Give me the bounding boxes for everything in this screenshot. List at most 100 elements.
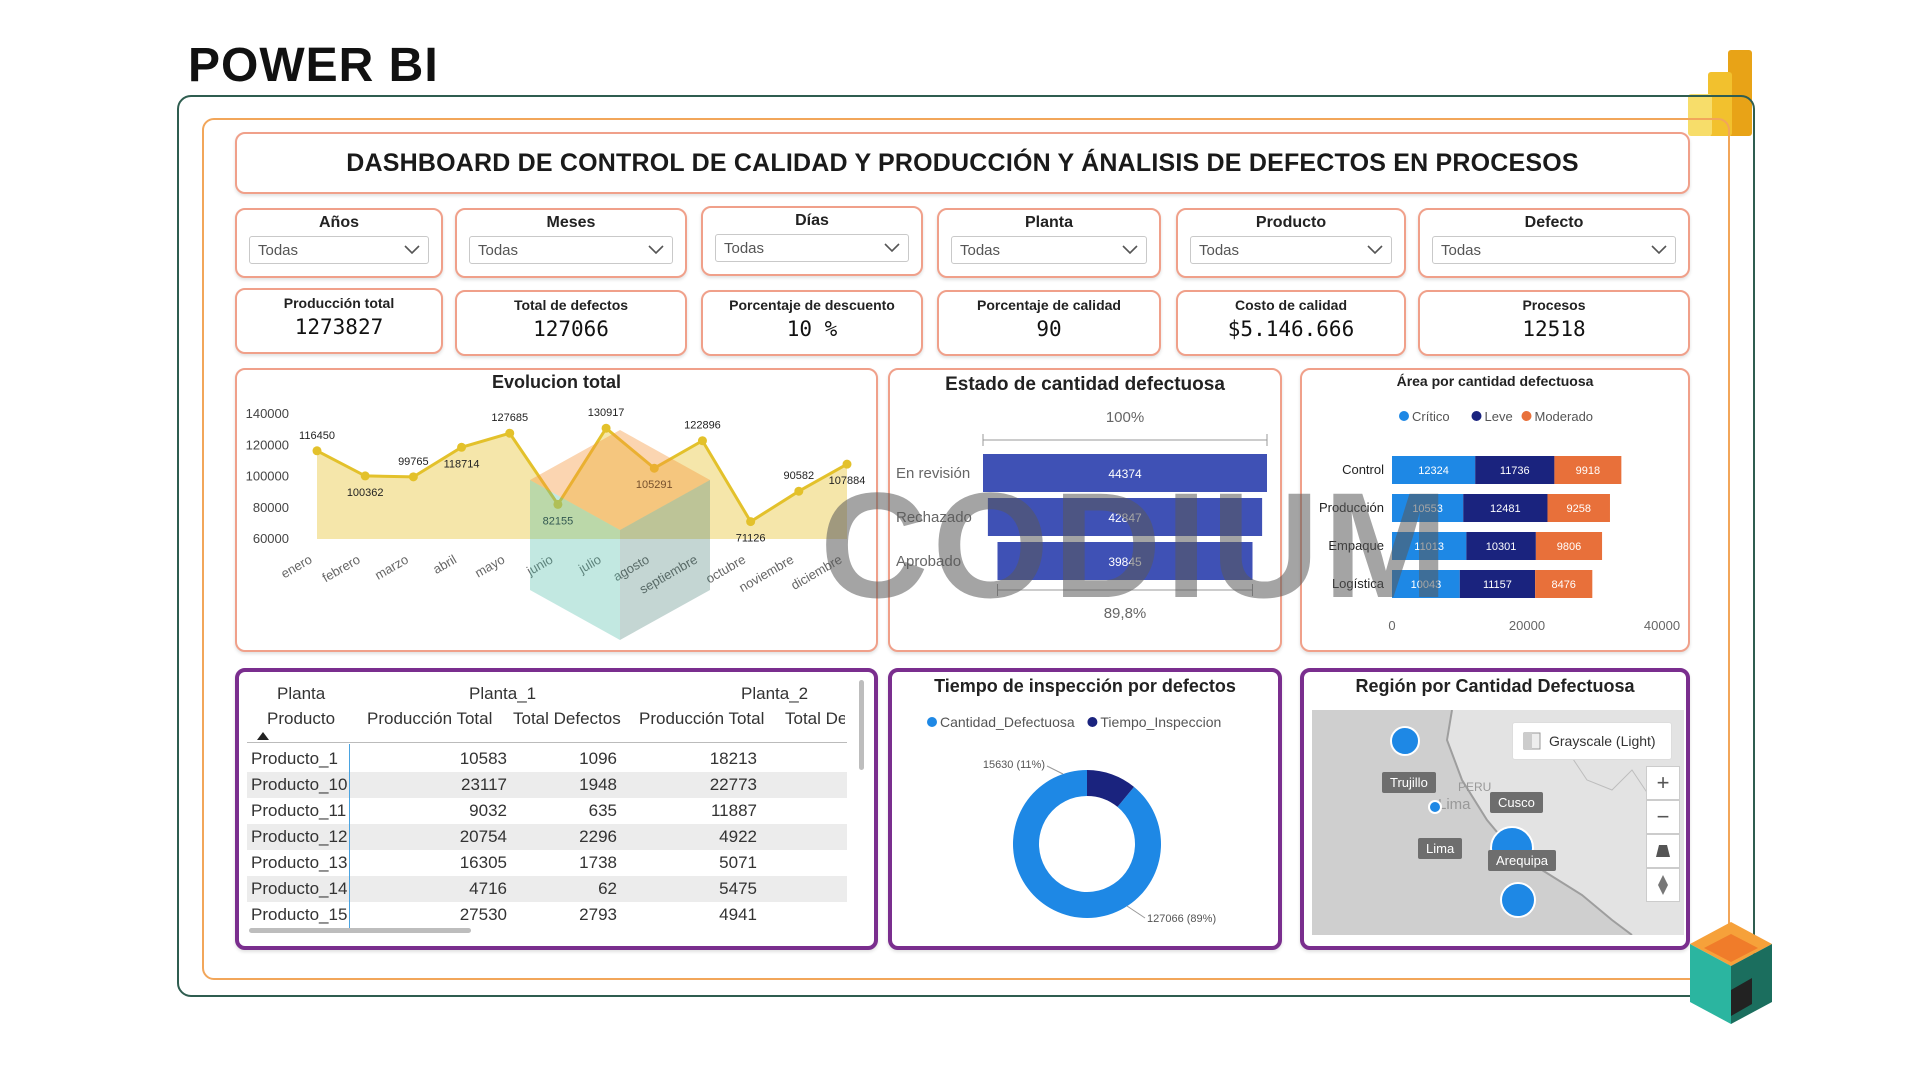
- cell-p1-produccion: 27530: [459, 905, 507, 924]
- y-tick-label: 140000: [246, 406, 289, 421]
- cell-p1-defectos: 1948: [579, 775, 617, 794]
- filter-dropdown-anos[interactable]: Todas: [249, 236, 429, 264]
- funnel-value-label: 39845: [1108, 555, 1142, 569]
- header-p1-defectos[interactable]: Total Defectos: [513, 709, 621, 728]
- data-point: [505, 428, 515, 438]
- cell-p1-produccion: 10583: [459, 749, 507, 768]
- header-p2-produccion[interactable]: Producción Total: [639, 709, 765, 728]
- cell-p2-produccion: 22773: [709, 775, 757, 794]
- stacked-bar-segment: [1392, 570, 1460, 598]
- sort-ascending-icon[interactable]: [257, 732, 269, 740]
- city-label: Lima: [1438, 796, 1471, 813]
- table-row[interactable]: Producto_10 23117 1948 22773: [247, 772, 847, 798]
- cell-p1-defectos: 62: [598, 879, 617, 898]
- x-tick-label: marzo: [372, 552, 411, 583]
- category-label: Producción: [1319, 500, 1384, 515]
- legend-label: Tiempo_Inspeccion: [1100, 714, 1221, 730]
- marker-trujillo[interactable]: [1390, 726, 1420, 756]
- filter-label: Producto: [1255, 214, 1327, 231]
- segment-value-label: 10301: [1486, 541, 1517, 553]
- table-row[interactable]: Producto_11 9032 635 11887: [247, 798, 847, 824]
- segment-value-label: 9258: [1566, 503, 1590, 515]
- table-row[interactable]: Producto_14 4716 62 5475: [247, 876, 847, 902]
- header-producto[interactable]: Producto: [267, 709, 336, 728]
- header-planta: Planta: [277, 684, 326, 703]
- powerbi-logo-icon: [1688, 50, 1752, 136]
- horizontal-scrollbar[interactable]: [249, 928, 471, 933]
- kpi-porcentaje-calidad: Porcentaje de calidad 90: [937, 290, 1161, 356]
- inner-frame: [202, 118, 1730, 980]
- marker-lima[interactable]: [1428, 800, 1442, 814]
- cell-p1-defectos: 2793: [579, 905, 617, 924]
- chevron-down-icon: [404, 245, 420, 255]
- table-row[interactable]: Producto_13 16305 1738 5071: [247, 850, 847, 876]
- header-p2-defectos[interactable]: Total Defe: [785, 709, 845, 728]
- filter-meses: Meses Todas: [455, 208, 687, 278]
- cell-p1-produccion: 9032: [469, 801, 507, 820]
- tilt-icon[interactable]: [1646, 834, 1680, 868]
- data-label: 90582: [784, 470, 815, 482]
- stacked-bar-segment: [1392, 532, 1467, 560]
- chart-title: Tiempo de inspección por defectos: [934, 676, 1236, 696]
- filter-dropdown-meses[interactable]: Todas: [469, 236, 673, 264]
- legend-marker: [1399, 411, 1409, 421]
- legend-label: Crítico: [1412, 409, 1450, 424]
- filter-label: Defecto: [1524, 214, 1584, 231]
- legend-label: Cantidad_Defectuosa: [940, 714, 1075, 730]
- filter-defecto: Defecto Todas: [1418, 208, 1690, 278]
- cell-product: Producto_12: [251, 827, 348, 846]
- dropdown-value: Todas: [724, 239, 765, 257]
- dropdown-value: Todas: [1441, 241, 1482, 259]
- dropdown-value: Todas: [478, 241, 519, 259]
- category-label: Logística: [1332, 576, 1385, 591]
- segment-value-label: 11157: [1483, 579, 1512, 591]
- stacked-bar-segment: [1466, 532, 1536, 560]
- data-point: [746, 517, 756, 527]
- data-label: 100362: [347, 487, 384, 499]
- table-row[interactable]: Producto_12 20754 2296 4922: [247, 824, 847, 850]
- chevron-down-icon: [1367, 245, 1383, 255]
- table-row[interactable]: Producto_15 27530 2793 4941: [247, 902, 847, 928]
- cell-p2-produccion: 4941: [719, 905, 757, 924]
- filter-dropdown-dias[interactable]: Todas: [715, 234, 909, 262]
- dropdown-value: Todas: [258, 241, 299, 259]
- table-row[interactable]: Producto_1 10583 1096 18213: [247, 746, 847, 772]
- header-planta-1: Planta_1: [469, 684, 537, 703]
- zoom-out-button[interactable]: −: [1646, 800, 1680, 834]
- vertical-scrollbar[interactable]: [859, 680, 864, 770]
- kpi-label: Porcentaje de calidad: [977, 297, 1121, 313]
- cell-p2-produccion: 11887: [710, 801, 757, 820]
- map-style-button[interactable]: Grayscale (Light): [1512, 722, 1672, 760]
- compass-icon[interactable]: [1646, 868, 1680, 902]
- stacked-bar-segment: [1535, 570, 1593, 598]
- map-panel: Región por Cantidad Defectuosa Grayscale…: [1300, 668, 1690, 950]
- map-canvas[interactable]: Grayscale (Light) PERU Lima Trujillo Lim…: [1312, 710, 1684, 935]
- marker-south[interactable]: [1500, 882, 1536, 918]
- codium-logo-icon: [1690, 922, 1772, 1024]
- legend-marker: [927, 717, 937, 727]
- donut-chart: Cantidad_Defectuosa Tiempo_Inspeccion 1270…: [927, 714, 1221, 925]
- data-label: 130917: [588, 407, 625, 419]
- y-tick-label: 60000: [253, 531, 289, 546]
- marker-label-arequipa: Arequipa: [1488, 850, 1557, 871]
- data-point: [312, 446, 322, 456]
- zoom-in-button[interactable]: +: [1646, 766, 1680, 800]
- header-p1-produccion[interactable]: Producción Total: [367, 709, 493, 728]
- cell-product: Producto_10: [251, 775, 348, 794]
- cell-p1-produccion: 16305: [459, 853, 507, 872]
- filter-dropdown-planta[interactable]: Todas: [951, 236, 1147, 264]
- filter-dropdown-defecto[interactable]: Todas: [1432, 236, 1676, 264]
- chart-title: Evolucion total: [491, 372, 621, 392]
- x-tick-label: enero: [278, 552, 314, 582]
- data-label: 105291: [636, 479, 673, 491]
- legend-marker: [1521, 411, 1532, 421]
- filter-label: Años: [319, 214, 359, 231]
- stacked-bar-chart: Crítico Leve Moderado Control 12324 11736 9918…: [1319, 409, 1680, 633]
- filter-label: Meses: [546, 214, 596, 231]
- filter-dropdown-producto[interactable]: Todas: [1190, 236, 1392, 264]
- data-label: 122896: [684, 420, 721, 432]
- x-tick-label: 40000: [1644, 618, 1680, 633]
- estado-defectuosa-panel: Estado de cantidad defectuosa 100% 44374 E…: [888, 368, 1282, 652]
- segment-value-label: 9806: [1557, 541, 1581, 553]
- data-point: [649, 463, 659, 473]
